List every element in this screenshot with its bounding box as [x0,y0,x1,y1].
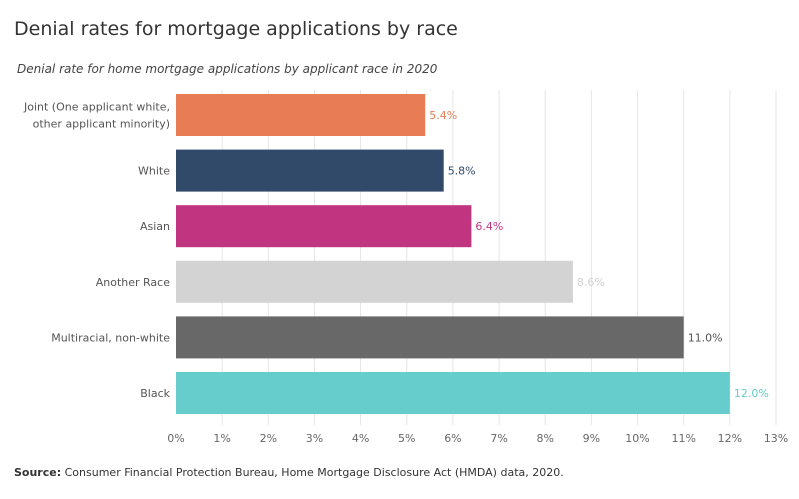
bar [176,372,730,414]
value-label: 12.0% [734,387,769,400]
category-label: Multiracial, non-white [51,331,170,344]
x-tick-label: 6% [444,432,461,445]
bar [176,149,444,192]
source-label: Source: [14,466,62,479]
category-label: Another Race [96,276,170,289]
bar [176,260,573,303]
bar [176,205,472,248]
chart-title: Denial rates for mortgage applications b… [14,18,458,40]
x-tick-label: 10% [625,432,649,445]
value-label: 8.6% [577,276,605,289]
x-tick-label: 4% [352,432,369,445]
value-labels: 5.4% 5.8% 6.4% 8.6% 11.0% 12.0% [429,109,769,400]
category-label: Asian [140,220,170,233]
chart-subtitle: Denial rate for home mortgage applicatio… [17,62,438,76]
x-tick-label: 8% [537,432,554,445]
category-label: White [138,165,170,178]
x-tick-label: 7% [490,432,507,445]
bar [176,316,684,359]
category-label: other applicant minority) [33,118,170,131]
source-note: Source: Consumer Financial Protection Bu… [14,466,564,479]
x-tick-label: 9% [583,432,600,445]
bar [176,94,426,136]
x-tick-label: 3% [306,432,323,445]
x-tick-label: 1% [213,432,230,445]
gridlines [221,90,777,425]
source-text: Consumer Financial Protection Bureau, Ho… [61,466,564,479]
x-tick-label: 5% [398,432,415,445]
category-label: Joint (One applicant white, [23,101,170,114]
x-tick-label: 11% [671,432,695,445]
value-label: 5.4% [429,109,457,122]
value-label: 5.8% [448,165,476,178]
value-label: 6.4% [475,220,503,233]
x-axis-ticks: 0% 1% 2% 3% 4% 5% 6% 7% 8% 9% 10% 11% 12% 13% [167,432,788,445]
x-tick-label: 2% [260,432,277,445]
value-label: 11.0% [688,331,723,344]
category-label: Black [140,387,170,400]
bars [176,94,730,414]
x-tick-label: 13% [764,432,788,445]
x-tick-label: 12% [718,432,742,445]
x-tick-label: 0% [167,432,184,445]
category-labels: Joint (One applicant white, other applica… [23,101,171,401]
